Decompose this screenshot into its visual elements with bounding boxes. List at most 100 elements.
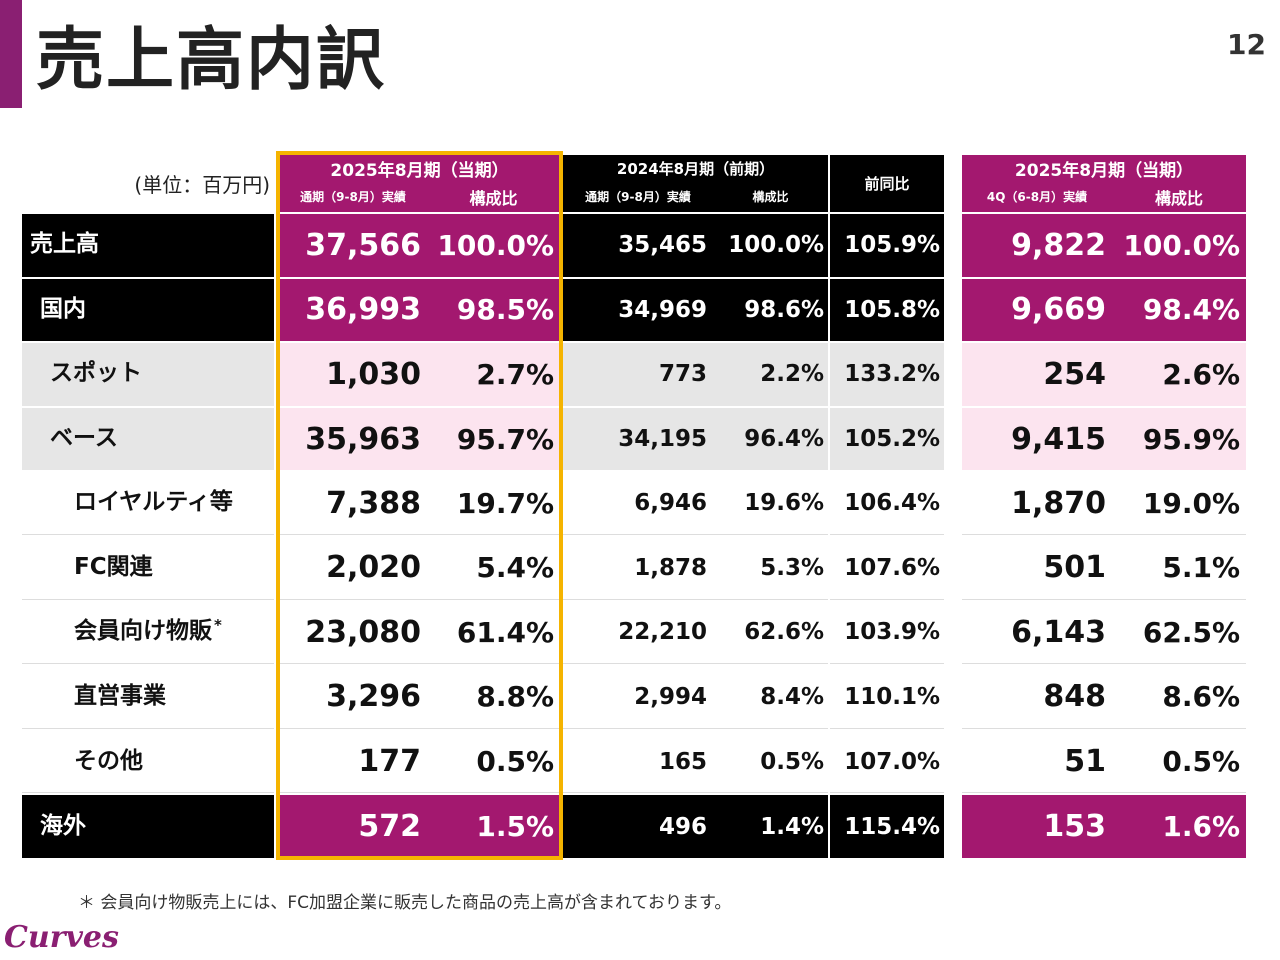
prior-ratio: 100.0% xyxy=(713,214,828,277)
current-amount: 177 xyxy=(279,730,427,794)
header-current-period: 2025年8月期（当期） xyxy=(279,155,560,181)
current-ratio: 95.7% xyxy=(427,407,560,471)
current-amount: 2,020 xyxy=(279,537,427,600)
prior-ratio: 19.6% xyxy=(713,472,828,535)
footnote-mark: * xyxy=(214,615,222,634)
yoy-ratio: 115.4% xyxy=(830,795,944,858)
current-ratio: 2.7% xyxy=(427,343,560,406)
current-amount: 572 xyxy=(279,795,427,858)
header-yoy: 前同比 xyxy=(830,155,944,212)
q4-amount: 848 xyxy=(962,666,1112,729)
current-ratio: 1.5% xyxy=(427,795,560,858)
row-label: 売上高 xyxy=(22,214,274,277)
yoy-ratio: 106.4% xyxy=(830,472,944,535)
current-amount: 36,993 xyxy=(279,278,427,342)
row-label: ロイヤルティ等 xyxy=(22,472,274,535)
header-current-ratio: 構成比 xyxy=(427,181,560,212)
q4-amount: 9,415 xyxy=(962,407,1112,471)
prior-amount: 773 xyxy=(563,343,713,406)
q4-ratio: 19.0% xyxy=(1112,472,1246,535)
prior-amount: 496 xyxy=(563,795,713,858)
row-label: ベース xyxy=(22,407,274,471)
q4-ratio: 95.9% xyxy=(1112,407,1246,471)
yoy-ratio: 105.8% xyxy=(830,278,944,342)
prior-amount: 1,878 xyxy=(563,537,713,600)
q4-amount: 501 xyxy=(962,537,1112,600)
yoy-ratio: 107.0% xyxy=(830,730,944,794)
header-prior-ratio: 構成比 xyxy=(713,181,828,212)
prior-amount: 165 xyxy=(563,730,713,794)
row-label-text: 海外 xyxy=(40,812,86,839)
row-label: 会員向け物販 * xyxy=(22,601,274,665)
unit-label: (単位：百万円) xyxy=(134,172,270,197)
q4-ratio: 1.6% xyxy=(1112,795,1246,858)
yoy-ratio: 105.9% xyxy=(830,214,944,277)
header-current-actual: 通期（9-8月）実績 xyxy=(279,181,427,212)
current-ratio: 100.0% xyxy=(427,214,560,277)
row-label-text: スポット xyxy=(50,360,142,387)
prior-ratio: 8.4% xyxy=(713,666,828,729)
q4-ratio: 0.5% xyxy=(1112,730,1246,794)
prior-amount: 22,210 xyxy=(563,601,713,665)
prior-ratio: 2.2% xyxy=(713,343,828,406)
yoy-ratio: 105.2% xyxy=(830,407,944,471)
yoy-ratio: 110.1% xyxy=(830,666,944,729)
header-q4-ratio: 構成比 xyxy=(1112,181,1246,212)
header-prior-actual: 通期（9-8月）実績 xyxy=(563,181,713,212)
q4-amount: 9,669 xyxy=(962,278,1112,342)
current-amount: 23,080 xyxy=(279,601,427,665)
row-label: FC関連 xyxy=(22,537,274,600)
q4-ratio: 98.4% xyxy=(1112,278,1246,342)
curves-logo: Curves xyxy=(4,920,119,955)
current-ratio: 61.4% xyxy=(427,601,560,665)
current-amount: 1,030 xyxy=(279,343,427,406)
q4-ratio: 5.1% xyxy=(1112,537,1246,600)
prior-ratio: 96.4% xyxy=(713,407,828,471)
row-label-text: 会員向け物販 xyxy=(74,618,212,645)
prior-amount: 34,969 xyxy=(563,278,713,342)
page-title: 売上高内訳 xyxy=(36,21,387,100)
q4-amount: 51 xyxy=(962,730,1112,794)
row-label-text: ロイヤルティ等 xyxy=(74,489,233,516)
row-label: スポット xyxy=(22,343,274,406)
prior-ratio: 1.4% xyxy=(713,795,828,858)
row-label-text: 国内 xyxy=(40,295,86,322)
q4-ratio: 62.5% xyxy=(1112,601,1246,665)
prior-amount: 2,994 xyxy=(563,666,713,729)
current-amount: 7,388 xyxy=(279,472,427,535)
q4-amount: 153 xyxy=(962,795,1112,858)
footnote: ＊ 会員向け物販売上には、FC加盟企業に販売した商品の売上高が含まれております。 xyxy=(78,893,732,913)
row-label-text: ベース xyxy=(50,425,118,452)
q4-amount: 254 xyxy=(962,343,1112,406)
yoy-ratio: 133.2% xyxy=(830,343,944,406)
prior-amount: 6,946 xyxy=(563,472,713,535)
header-q4-period: 2025年8月期（当期） xyxy=(962,155,1246,181)
prior-amount: 35,465 xyxy=(563,214,713,277)
yoy-ratio: 103.9% xyxy=(830,601,944,665)
current-ratio: 0.5% xyxy=(427,730,560,794)
row-label: 国内 xyxy=(22,278,274,342)
prior-ratio: 98.6% xyxy=(713,278,828,342)
row-label-text: その他 xyxy=(74,747,143,774)
row-label-text: FC関連 xyxy=(74,553,153,580)
q4-ratio: 100.0% xyxy=(1112,214,1246,277)
yoy-ratio: 107.6% xyxy=(830,537,944,600)
current-amount: 3,296 xyxy=(279,666,427,729)
prior-ratio: 0.5% xyxy=(713,730,828,794)
current-ratio: 98.5% xyxy=(427,278,560,342)
header-q4-actual: 4Q（6-8月）実績 xyxy=(962,181,1112,212)
q4-ratio: 2.6% xyxy=(1112,343,1246,406)
q4-amount: 9,822 xyxy=(962,214,1112,277)
row-label: その他 xyxy=(22,730,274,794)
row-label-text: 直営事業 xyxy=(74,682,166,709)
prior-amount: 34,195 xyxy=(563,407,713,471)
q4-amount: 1,870 xyxy=(962,472,1112,535)
current-amount: 37,566 xyxy=(279,214,427,277)
prior-ratio: 62.6% xyxy=(713,601,828,665)
q4-amount: 6,143 xyxy=(962,601,1112,665)
row-label-text: 売上高 xyxy=(30,231,99,258)
current-ratio: 8.8% xyxy=(427,666,560,729)
header-prior-period: 2024年8月期（前期） xyxy=(563,155,828,181)
title-accent-bar xyxy=(0,0,22,108)
q4-ratio: 8.6% xyxy=(1112,666,1246,729)
